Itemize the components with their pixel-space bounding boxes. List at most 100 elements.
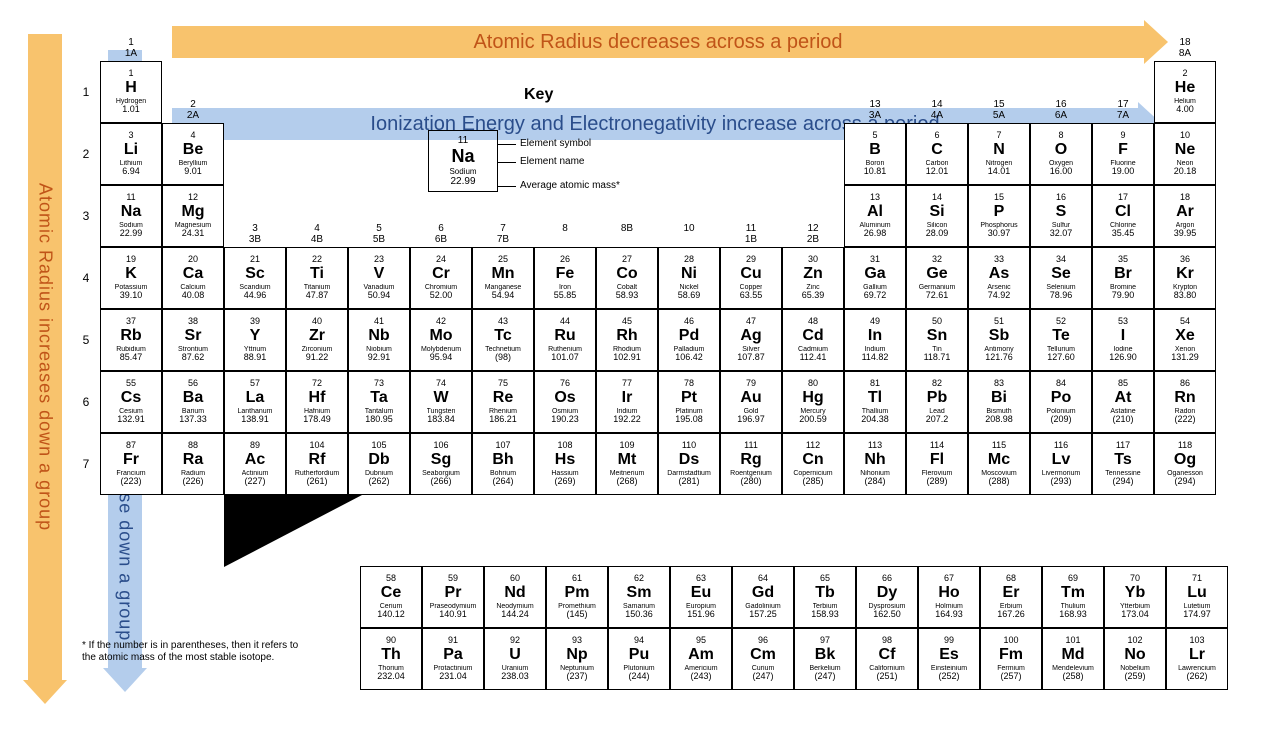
atomic-mass: 14.01 [988, 167, 1011, 176]
element-cell-Fm: 100FmFermium(257) [980, 628, 1042, 690]
atomic-number: 39 [250, 317, 260, 326]
fblock-connector [224, 495, 362, 567]
element-symbol: Tc [494, 328, 511, 345]
element-cell-Tm: 69TmThulium168.93 [1042, 566, 1104, 628]
atomic-mass: 30.97 [988, 229, 1011, 238]
element-symbol: Ge [926, 266, 947, 283]
element-symbol: Zn [803, 266, 823, 283]
atomic-number: 67 [944, 574, 954, 583]
atomic-mass: 137.33 [179, 415, 207, 424]
element-symbol: Kr [1176, 266, 1194, 283]
atomic-mass: (222) [1174, 415, 1195, 424]
atomic-mass: (294) [1112, 477, 1133, 486]
element-symbol: Mc [988, 452, 1010, 469]
atomic-number: 32 [932, 255, 942, 264]
element-symbol: Pu [629, 647, 649, 664]
key-leader-line [498, 162, 516, 163]
atomic-mass: 174.97 [1183, 610, 1211, 619]
element-symbol: Es [939, 647, 959, 664]
atomic-mass: 204.38 [861, 415, 889, 424]
element-cell-Hf: 72HfHafnium178.49 [286, 371, 348, 433]
atomic-mass: (145) [566, 610, 587, 619]
atomic-number: 91 [448, 636, 458, 645]
atomic-mass: 238.03 [501, 672, 529, 681]
atomic-number: 33 [994, 255, 1004, 264]
atomic-number: 118 [1178, 441, 1192, 450]
element-cell-Nd: 60NdNeodymium144.24 [484, 566, 546, 628]
element-cell-S: 16SSulfur32.07 [1030, 185, 1092, 247]
element-symbol: Pr [445, 585, 462, 602]
element-cell-Mc: 115McMoscovium(288) [968, 433, 1030, 495]
element-cell-Te: 52TeTellurium127.60 [1030, 309, 1092, 371]
atomic-mass: 144.24 [501, 610, 529, 619]
atomic-mass: 126.90 [1109, 353, 1137, 362]
element-symbol: Hs [555, 452, 575, 469]
period-number: 7 [76, 457, 96, 471]
atomic-mass: (237) [566, 672, 587, 681]
element-cell-Ta: 73TaTantalum180.95 [348, 371, 410, 433]
element-cell-Al: 13AlAluminum26.98 [844, 185, 906, 247]
group-header: 8B [596, 223, 658, 234]
key-label-name: Element name [520, 156, 584, 167]
atomic-number: 15 [994, 193, 1004, 202]
element-symbol: Na [121, 204, 141, 221]
atomic-number: 103 [1189, 636, 1204, 645]
element-cell-Mg: 12MgMagnesium24.31 [162, 185, 224, 247]
atomic-number: 66 [882, 574, 892, 583]
atomic-number: 13 [870, 193, 880, 202]
atomic-number: 104 [309, 441, 324, 450]
group-header: 11A [100, 37, 162, 59]
period-number: 6 [76, 395, 96, 409]
atomic-mass: (259) [1124, 672, 1145, 681]
atomic-number: 65 [820, 574, 830, 583]
atomic-number: 1 [128, 69, 133, 78]
element-cell-V: 23VVanadium50.94 [348, 247, 410, 309]
atomic-number: 47 [746, 317, 756, 326]
element-cell-Ts: 117TsTennessine(294) [1092, 433, 1154, 495]
atomic-number: 61 [572, 574, 582, 583]
atomic-mass: (247) [814, 672, 835, 681]
element-symbol: Ir [622, 390, 633, 407]
period-number: 1 [76, 85, 96, 99]
element-symbol: Cu [740, 266, 761, 283]
element-symbol: Zr [309, 328, 325, 345]
atomic-number: 62 [634, 574, 644, 583]
element-symbol: Pd [679, 328, 699, 345]
element-symbol: Y [250, 328, 261, 345]
atomic-number: 16 [1056, 193, 1066, 202]
element-symbol: F [1118, 142, 1128, 159]
element-symbol: Sg [431, 452, 451, 469]
atomic-mass: 28.09 [926, 229, 949, 238]
element-cell-Sn: 50SnTin118.71 [906, 309, 968, 371]
element-cell-Ag: 47AgSilver107.87 [720, 309, 782, 371]
atomic-number: 102 [1127, 636, 1142, 645]
atomic-number: 59 [448, 574, 458, 583]
element-symbol: Mn [491, 266, 514, 283]
group-header: 111B [720, 223, 782, 245]
element-symbol: Ga [864, 266, 885, 283]
atomic-mass: (266) [430, 477, 451, 486]
atomic-mass: 140.12 [377, 610, 405, 619]
atomic-mass: 167.26 [997, 610, 1025, 619]
atomic-mass: 107.87 [737, 353, 765, 362]
atomic-number: 74 [436, 379, 446, 388]
atomic-mass: (261) [306, 477, 327, 486]
element-cell-Na: 11NaSodium22.99 [100, 185, 162, 247]
element-cell-Hg: 80HgMercury200.59 [782, 371, 844, 433]
element-cell-Sr: 38SrStrontium87.62 [162, 309, 224, 371]
element-cell-Ru: 44RuRuthenium101.07 [534, 309, 596, 371]
element-symbol: Li [124, 142, 138, 159]
atomic-mass: 162.50 [873, 610, 901, 619]
atomic-number: 52 [1056, 317, 1066, 326]
atomic-number: 88 [188, 441, 198, 450]
atomic-number: 5 [872, 131, 877, 140]
element-symbol: Bk [815, 647, 835, 664]
atomic-number: 30 [808, 255, 818, 264]
atomic-mass: 50.94 [368, 291, 391, 300]
element-cell-Ra: 88RaRadium(226) [162, 433, 224, 495]
element-cell-Lr: 103LrLawrencium(262) [1166, 628, 1228, 690]
group-header: 55B [348, 223, 410, 245]
element-symbol: Ts [1114, 452, 1131, 469]
element-symbol: Mo [429, 328, 452, 345]
atomic-mass: 178.49 [303, 415, 331, 424]
